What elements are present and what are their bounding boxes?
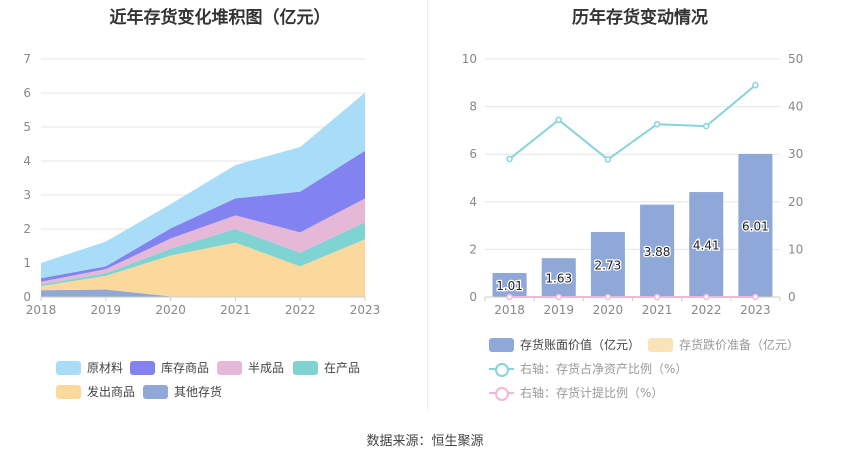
legend-label: 库存商品 <box>161 361 210 375</box>
bar-value-label: 1.01 <box>496 279 523 293</box>
area-series <box>41 239 365 297</box>
y2-tick-label: 30 <box>788 147 803 161</box>
y2-tick-label: 40 <box>788 100 803 114</box>
legend-swatch <box>130 360 155 375</box>
line-point <box>752 293 759 301</box>
y-tick-label: 8 <box>469 100 477 114</box>
legend-swatch <box>56 360 81 375</box>
line-point <box>506 293 513 301</box>
bar-value-label: 2.73 <box>595 259 622 273</box>
line-series <box>508 84 757 161</box>
panel-divider <box>427 0 428 410</box>
legend-label: 存货跌价准备（亿元） <box>679 338 800 352</box>
line-point <box>752 81 759 89</box>
bar-label-bg <box>689 237 724 253</box>
legend-swatch <box>217 360 242 375</box>
y-tick-label: 6 <box>23 86 31 100</box>
x-tick-label: 2019 <box>91 303 122 317</box>
bar-value-label: 6.01 <box>742 219 769 233</box>
x-tick-label: 2023 <box>740 303 771 317</box>
area-series <box>41 222 365 287</box>
line-point <box>555 293 562 301</box>
x-tick-label: 2019 <box>543 303 574 317</box>
area-series <box>41 92 365 279</box>
x-tick-label: 2022 <box>285 303 316 317</box>
data-source-note: 数据来源：恒生聚源 <box>366 434 484 449</box>
legend-label: 发出商品 <box>87 385 136 399</box>
legend-item-other-inventory[interactable]: 其他存货 <box>143 383 222 400</box>
y-tick-label: 10 <box>462 52 477 66</box>
legend-swatch <box>56 384 81 399</box>
legend-label: 半成品 <box>248 361 285 375</box>
y2-tick-label: 10 <box>788 242 803 256</box>
legend-line-swatch <box>489 362 514 377</box>
area-series <box>41 150 365 282</box>
y-tick-label: 6 <box>469 147 477 161</box>
bar-label-bg <box>492 277 527 293</box>
legend-item-provision-ratio[interactable]: 右轴：存货计提比例（%） <box>489 384 663 401</box>
area-series <box>41 289 365 297</box>
legend-item-work-in-progress[interactable]: 在产品 <box>293 359 360 376</box>
legend-label: 右轴：存货计提比例（%） <box>520 386 664 400</box>
legend-item-semi-finished[interactable]: 半成品 <box>217 359 284 376</box>
y-tick-label: 0 <box>469 290 477 304</box>
right-chart-title: 历年存货变动情况 <box>572 8 708 28</box>
legend-swatch <box>293 360 318 375</box>
legend-line-swatch <box>489 386 514 401</box>
line-point <box>703 122 710 130</box>
y2-tick-label: 50 <box>788 52 803 66</box>
x-tick-label: 2020 <box>155 303 186 317</box>
bar-label-bg <box>541 270 576 286</box>
y-tick-label: 4 <box>469 195 477 209</box>
legend-item-finished-goods[interactable]: 库存商品 <box>130 359 209 376</box>
legend-item-goods-shipped[interactable]: 发出商品 <box>56 383 135 400</box>
line-point <box>653 293 661 301</box>
legend-label: 右轴：存货占净资产比例（%） <box>520 362 688 376</box>
legend-item-raw-materials[interactable]: 原材料 <box>56 359 123 376</box>
bar-label-bg <box>640 243 675 259</box>
legend-label: 其他存货 <box>174 385 223 399</box>
x-tick-label: 2018 <box>26 303 57 317</box>
line-point <box>555 116 562 124</box>
legend-swatch <box>143 384 168 399</box>
legend-swatch <box>489 337 514 352</box>
area-series <box>41 198 365 285</box>
bar-value-label: 4.41 <box>693 239 720 253</box>
x-tick-label: 2021 <box>220 303 251 317</box>
bar-value-label: 3.88 <box>644 245 671 259</box>
x-tick-label: 2020 <box>593 303 624 317</box>
x-tick-label: 2022 <box>691 303 722 317</box>
y-tick-label: 0 <box>23 290 31 304</box>
bar-value-label: 1.63 <box>545 272 572 286</box>
line-point <box>653 120 661 128</box>
legend-item-net-asset-ratio[interactable]: 右轴：存货占净资产比例（%） <box>489 360 687 377</box>
y-tick-label: 7 <box>23 52 31 66</box>
line-point <box>604 293 612 301</box>
x-tick-label: 2021 <box>642 303 673 317</box>
legend-item-impairment[interactable]: 存货跌价准备（亿元） <box>648 336 799 353</box>
legend-label: 原材料 <box>87 361 124 375</box>
bar-label-bg <box>738 218 773 234</box>
left-chart-title: 近年存货变化堆积图（亿元） <box>109 8 331 28</box>
x-tick-label: 2023 <box>350 303 381 317</box>
x-tick-label: 2018 <box>494 303 525 317</box>
legend-swatch <box>648 337 673 352</box>
y-tick-label: 4 <box>23 154 31 168</box>
line-point <box>506 155 513 163</box>
y-tick-label: 2 <box>469 242 477 256</box>
line-point <box>703 293 710 301</box>
y2-tick-label: 0 <box>788 290 796 304</box>
legend-label: 存货账面价值（亿元） <box>520 338 641 352</box>
y-tick-label: 2 <box>23 222 31 236</box>
y-tick-label: 5 <box>23 120 31 134</box>
legend-item-book-value[interactable]: 存货账面价值（亿元） <box>489 336 640 353</box>
y-tick-label: 3 <box>23 188 31 202</box>
legend-label: 在产品 <box>324 361 361 375</box>
line-point <box>604 156 612 163</box>
bar-label-bg <box>590 257 625 273</box>
y-tick-label: 1 <box>23 256 31 270</box>
y2-tick-label: 20 <box>788 195 803 209</box>
